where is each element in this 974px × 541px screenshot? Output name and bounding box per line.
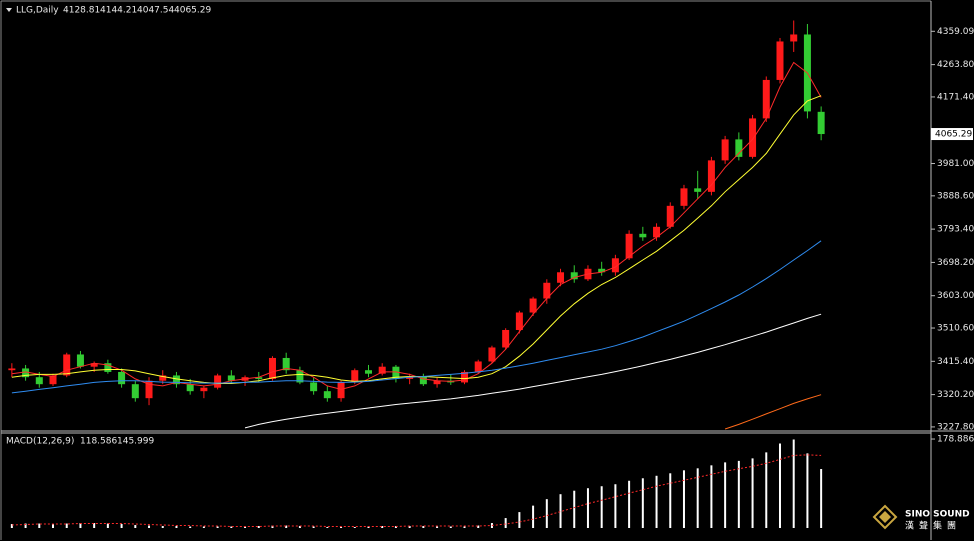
candle-body bbox=[776, 41, 784, 80]
candle-body bbox=[790, 34, 798, 42]
candle-body bbox=[186, 384, 194, 392]
moving-average-line bbox=[244, 313, 822, 429]
y-tick-label: 3227.80 bbox=[937, 422, 974, 432]
moving-average-line bbox=[724, 394, 822, 430]
candle-body bbox=[653, 226, 661, 238]
candle-body bbox=[104, 363, 112, 372]
candle-body bbox=[268, 357, 276, 379]
y-tick-label: 3603.00 bbox=[937, 291, 974, 301]
candle-body bbox=[159, 375, 167, 381]
candle-body bbox=[598, 268, 606, 273]
candle-body bbox=[145, 380, 153, 399]
y-tick-label: 3888.60 bbox=[937, 191, 974, 201]
brand: SINO SOUND bbox=[905, 510, 970, 520]
y-tick-label: 4263.80 bbox=[937, 60, 974, 70]
candle-body bbox=[172, 375, 180, 385]
candle-body bbox=[49, 375, 57, 385]
candle-body bbox=[557, 272, 565, 283]
macd-value: 118.586 bbox=[80, 437, 117, 447]
y-tick-label: 3698.20 bbox=[937, 258, 974, 268]
candle-body bbox=[351, 370, 359, 383]
candle-body bbox=[625, 233, 633, 259]
candle-body bbox=[76, 354, 84, 367]
candle-body bbox=[735, 139, 743, 157]
candle-body bbox=[749, 118, 757, 157]
candle-body bbox=[639, 233, 647, 238]
candle-body bbox=[131, 384, 139, 399]
candle-body bbox=[666, 205, 674, 227]
menu-arrow[interactable] bbox=[6, 8, 12, 12]
candle-body bbox=[474, 361, 482, 372]
candle-body bbox=[118, 371, 126, 385]
candle-body bbox=[227, 375, 235, 381]
candle-body bbox=[200, 387, 208, 392]
ohlc-value: 4144.21 bbox=[100, 6, 137, 16]
logo bbox=[872, 504, 898, 530]
y-tick-label: 3793.40 bbox=[937, 225, 974, 235]
candle-body bbox=[502, 329, 510, 348]
candle-body bbox=[611, 258, 619, 273]
signal-value: 145.999 bbox=[117, 437, 154, 447]
candle-body bbox=[488, 347, 496, 362]
candle-body bbox=[461, 371, 469, 383]
candle-body bbox=[392, 366, 400, 379]
brand-sub: 漢聲集團 bbox=[905, 520, 961, 532]
candle-body bbox=[707, 160, 715, 192]
candle-body bbox=[721, 139, 729, 161]
candle-body bbox=[364, 370, 372, 374]
ohlc-value: 4065.29 bbox=[174, 6, 211, 16]
indicator-title: MACD(12,26,9) bbox=[6, 437, 74, 447]
candle-body bbox=[433, 380, 441, 385]
candle-body bbox=[90, 363, 98, 367]
candle-body bbox=[694, 188, 702, 192]
candle-body bbox=[680, 188, 688, 206]
chart-title: LLG,Daily bbox=[16, 6, 59, 16]
y-tick-label: 178.886 bbox=[937, 435, 974, 445]
candle-body bbox=[543, 282, 551, 299]
candle-body bbox=[515, 312, 523, 330]
candle-body bbox=[310, 382, 318, 392]
y-tick-label: 3320.20 bbox=[937, 390, 974, 400]
y-tick-label: 4359.09 bbox=[937, 27, 974, 37]
y-tick-label: 3510.60 bbox=[937, 324, 974, 334]
ohlc-value: 4128.81 bbox=[63, 6, 100, 16]
plot bbox=[8, 20, 825, 430]
moving-average-line bbox=[11, 240, 822, 394]
signal-line bbox=[11, 454, 822, 527]
candle-body bbox=[529, 298, 537, 313]
y-tick-label: 3981.00 bbox=[937, 159, 974, 169]
watermark: SINO SOUND 漢聲集團 bbox=[872, 504, 970, 532]
y-tick-label: 4171.40 bbox=[937, 92, 974, 102]
candle-body bbox=[255, 377, 263, 379]
price-marker-label: 4065.29 bbox=[935, 130, 972, 140]
candle-body bbox=[762, 79, 770, 119]
candle-body bbox=[419, 376, 427, 385]
candle-body bbox=[323, 391, 331, 399]
candle-body bbox=[282, 357, 290, 371]
logo bbox=[879, 511, 891, 523]
candle-body bbox=[22, 368, 30, 378]
candle-body bbox=[8, 368, 16, 371]
price-marker bbox=[931, 128, 973, 141]
candle-body bbox=[570, 272, 578, 280]
candle-body bbox=[63, 354, 71, 376]
candle-body bbox=[337, 382, 345, 399]
ohlc-value: 4047.54 bbox=[137, 6, 174, 16]
y-tick-label: 3415.40 bbox=[937, 357, 974, 367]
candle-body bbox=[378, 366, 386, 374]
candle-body bbox=[214, 375, 222, 388]
candle-body bbox=[817, 111, 825, 135]
candle-body bbox=[296, 370, 304, 383]
candle-body bbox=[35, 377, 43, 385]
candle-body bbox=[406, 376, 414, 379]
